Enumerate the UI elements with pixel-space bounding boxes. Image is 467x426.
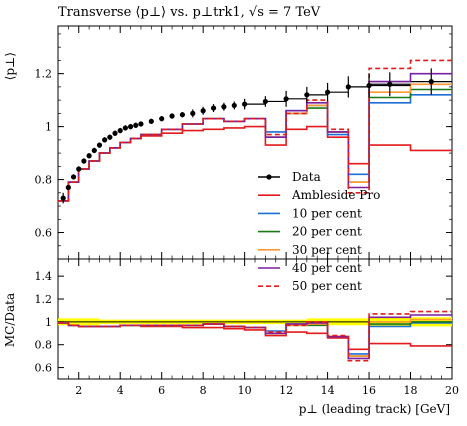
data-point <box>81 158 87 164</box>
data-point <box>169 113 175 119</box>
ratio-y-axis-label: MC/Data <box>3 293 17 347</box>
data-point <box>148 118 154 124</box>
main-series-group <box>58 59 452 202</box>
x-tick-label: 10 <box>238 384 252 397</box>
data-point <box>107 134 113 140</box>
main-y-axis-label: ⟨p⊥⟩ <box>3 52 17 80</box>
data-point <box>210 105 217 111</box>
main-series-30-per-cent <box>58 83 452 202</box>
x-tick-label: 4 <box>117 384 124 397</box>
x-tick-label: 18 <box>404 384 418 397</box>
ratio-y-tick-label: 1.2 <box>35 293 53 306</box>
x-axis-label: p⊥ (leading track) [GeV] <box>299 402 450 416</box>
legend-label: 10 per cent <box>292 206 362 220</box>
data-point <box>221 104 227 110</box>
main-panel-frame <box>57 25 453 260</box>
legend-label: Ambleside Pro <box>291 188 380 202</box>
data-point <box>76 166 82 172</box>
data-point <box>102 137 108 143</box>
main-y-tick-label: 1 <box>45 121 52 134</box>
x-tick-label: 14 <box>321 384 335 397</box>
main-series-50-per-cent <box>58 59 452 202</box>
data-point <box>60 195 66 201</box>
legend-swatch-marker <box>266 174 272 180</box>
data-point <box>133 122 139 128</box>
data-point <box>96 142 103 148</box>
x-tick-label: 2 <box>75 384 82 397</box>
legend: Data Ambleside Pro 10 per cent 20 per cent 3… <box>258 170 380 293</box>
axis-ticks: 0.6 0.8 1 1.2 0.6 0.8 1 1.2 1.4 2 4 6 8 10 12 14 16 18 20 <box>35 26 459 397</box>
x-tick-label: 6 <box>158 384 165 397</box>
ratio-y-tick-label: 1.4 <box>35 270 53 283</box>
data-point <box>179 112 186 118</box>
x-tick-label: 20 <box>445 384 459 397</box>
data-point <box>70 174 77 180</box>
data-point <box>122 125 128 131</box>
ratio-y-tick-label: 0.8 <box>35 339 53 352</box>
data-point <box>127 124 134 130</box>
data-point <box>190 110 196 116</box>
data-point <box>231 102 237 109</box>
data-point <box>200 108 206 114</box>
legend-label: Data <box>292 170 321 184</box>
data-point <box>242 101 248 107</box>
ratio-y-tick-label: 1 <box>45 316 52 329</box>
main-series-ambleside-pro <box>58 125 452 202</box>
legend-label: 30 per cent <box>292 243 362 257</box>
main-y-tick-label: 0.6 <box>35 227 53 240</box>
main-y-tick-label: 0.8 <box>35 174 53 187</box>
data-point <box>117 127 123 134</box>
x-tick-label: 8 <box>200 384 207 397</box>
legend-label: 50 per cent <box>292 279 362 293</box>
data-point <box>112 130 118 136</box>
data-point <box>138 121 144 127</box>
x-tick-label: 16 <box>362 384 376 397</box>
data-point <box>91 147 97 154</box>
data-points-group <box>60 68 452 204</box>
data-point <box>86 153 92 159</box>
data-point <box>65 184 71 191</box>
legend-label: 40 per cent <box>292 261 362 275</box>
data-point <box>159 116 165 122</box>
main-y-tick-label: 1.2 <box>35 68 53 81</box>
ratio-series-group <box>58 310 452 362</box>
x-tick-label: 12 <box>279 384 293 397</box>
legend-label: 20 per cent <box>292 225 362 239</box>
chart-title: Transverse ⟨p⊥⟩ vs. p⊥trk1, √s = 7 TeV <box>58 5 321 20</box>
ratio-series-50-per-cent <box>58 310 452 362</box>
ratio-y-tick-label: 0.6 <box>35 362 53 375</box>
